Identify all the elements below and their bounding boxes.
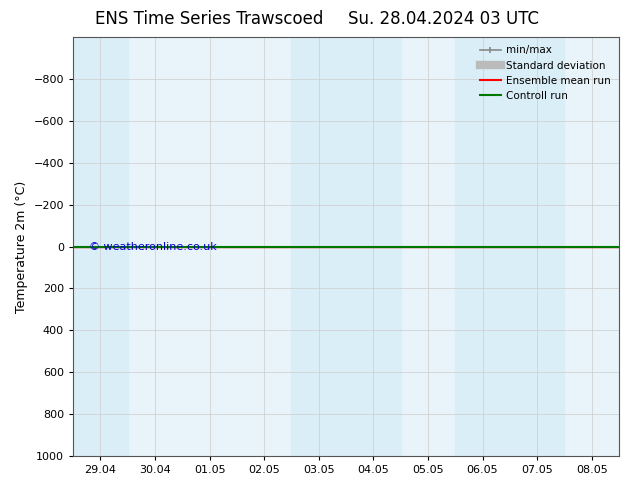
- Y-axis label: Temperature 2m (°C): Temperature 2m (°C): [15, 180, 28, 313]
- Text: Su. 28.04.2024 03 UTC: Su. 28.04.2024 03 UTC: [348, 10, 540, 28]
- Bar: [346, 37, 401, 456]
- Bar: [292, 37, 346, 456]
- Bar: [73, 37, 127, 456]
- Bar: [455, 37, 510, 456]
- Text: © weatheronline.co.uk: © weatheronline.co.uk: [89, 242, 217, 251]
- Legend: min/max, Standard deviation, Ensemble mean run, Controll run: min/max, Standard deviation, Ensemble me…: [477, 42, 614, 104]
- Bar: [510, 37, 564, 456]
- Text: ENS Time Series Trawscoed: ENS Time Series Trawscoed: [95, 10, 323, 28]
